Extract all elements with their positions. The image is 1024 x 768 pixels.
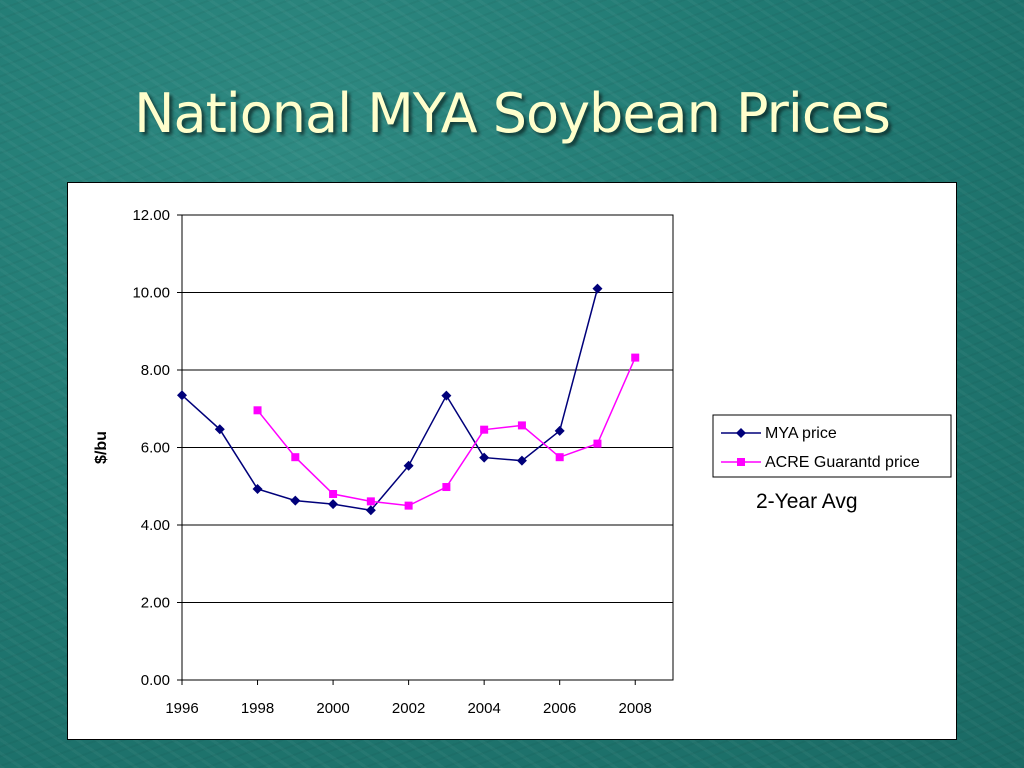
series-line-1 [181,288,599,512]
data-point-series-2 [291,453,300,462]
data-point-series-1 [554,425,565,436]
x-tick-label: 2004 [467,700,500,717]
data-point-series-1 [592,283,603,294]
data-point-series-2 [480,425,489,434]
data-point-series-1 [365,505,376,516]
data-point-series-2 [593,439,602,448]
data-point-series-2 [404,501,413,510]
y-tick-label: 6.00 [141,440,170,457]
data-point-series-2 [442,483,451,492]
legend-marker-1 [736,428,746,438]
data-point-series-1 [403,460,414,471]
y-tick-label: 8.00 [141,362,170,379]
data-point-series-1 [290,495,301,506]
y-tick-label: 0.00 [141,672,170,689]
legend-label-2: ACRE Guarantd price [765,454,920,471]
y-tick-label: 4.00 [141,517,170,534]
y-tick-label: 12.00 [132,207,170,224]
legend-marker-2 [737,458,745,466]
data-point-series-1 [328,499,339,510]
data-point-series-1 [441,390,452,401]
slide-title: National MYA Soybean Prices [134,82,891,145]
data-point-series-2 [329,490,338,498]
data-point-series-2 [631,353,640,362]
y-tick-label: 2.00 [141,595,170,612]
data-point-series-1 [214,424,225,435]
chart-frame: 0.00 2.00 4.00 6.00 8.00 10.00 12.00 1996 1998 20… [67,182,957,740]
x-tick-label: 1996 [165,700,198,717]
legend-box [712,414,952,478]
data-point-series-2 [555,453,564,462]
x-tick-label: 2000 [316,700,349,717]
line-chart: 0.00 2.00 4.00 6.00 8.00 10.00 12.00 1996 1998 20… [93,207,952,717]
x-tick-label: 2008 [619,700,652,717]
data-point-series-1 [177,390,187,401]
y-axis-title: $/bu [93,431,110,464]
data-point-series-2 [366,497,375,506]
x-tick-label: 2002 [392,700,425,717]
y-tick-label: 10.00 [132,285,170,302]
annotation-text: 2-Year Avg [756,490,858,513]
data-point-series-2 [253,406,262,415]
data-point-series-2 [517,421,526,430]
x-tick-label: 1998 [241,700,274,717]
data-point-series-1 [479,452,490,463]
data-point-series-1 [516,455,527,466]
plot-area-border [181,214,674,681]
legend-label-1: MYA price [765,425,837,442]
x-tick-label: 2006 [543,700,576,717]
data-point-series-1 [252,483,263,494]
